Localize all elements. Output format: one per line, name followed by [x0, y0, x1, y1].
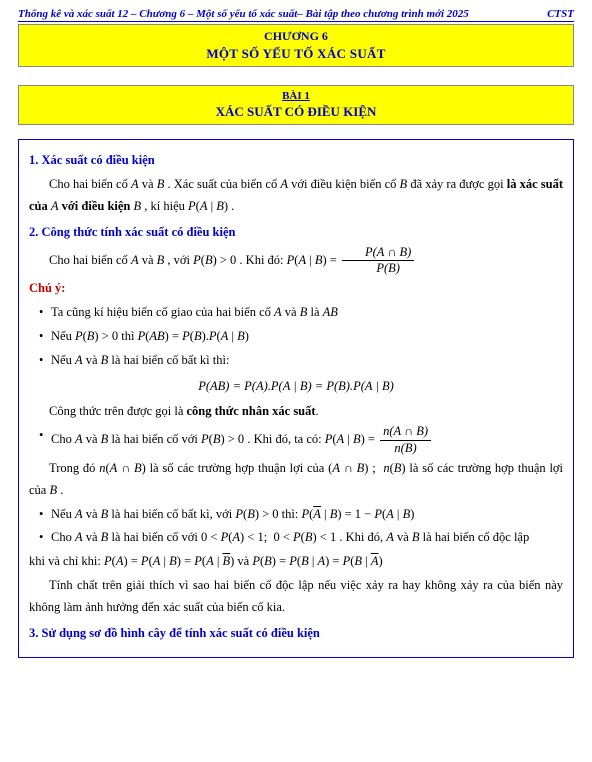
- page-header: Thống kê và xác suất 12 – Chương 6 – Một…: [18, 8, 574, 22]
- header-right: CTST: [547, 8, 574, 20]
- chapter-title: MỘT SỐ YẾU TỐ XÁC SUẤT: [19, 46, 573, 62]
- fraction-2: n(A ∩ B) n(B): [380, 425, 431, 456]
- chapter-number: CHƯƠNG 6: [19, 29, 573, 44]
- section-3-heading: 3. Sử dụng sơ đồ hình cây để tính xác su…: [29, 623, 563, 645]
- page-root: Thống kê và xác suất 12 – Chương 6 – Một…: [0, 0, 592, 678]
- independence-condition: khi và chỉ khi: P(A) = P(A | B) = P(A | …: [29, 551, 563, 573]
- bullet-4: Cho A và B là hai biến cố với P(B) > 0 .…: [29, 425, 563, 456]
- section-1-paragraph: Cho hai biến cố A và B . Xác suất của bi…: [29, 174, 563, 218]
- independence-explanation: Tính chất trên giải thích vì sao hai biế…: [29, 575, 563, 619]
- lesson-banner: BÀI 1 XÁC SUẤT CÓ ĐIỀU KIỆN: [18, 85, 574, 125]
- multiplication-rule-label: Công thức trên được gọi là công thức nhâ…: [29, 401, 563, 423]
- bullet-2: Nếu P(B) > 0 thì P(AB) = P(B).P(A | B): [29, 326, 563, 348]
- header-left: Thống kê và xác suất 12 – Chương 6 – Một…: [18, 8, 469, 20]
- lesson-title: XÁC SUẤT CÓ ĐIỀU KIỆN: [19, 104, 573, 120]
- bullet-1: Ta cũng kí hiệu biến cố giao của hai biế…: [29, 302, 563, 324]
- center-equation: P(AB) = P(A).P(A | B) = P(B).P(A | B): [29, 376, 563, 398]
- bullet-3: Nếu A và B là hai biến cố bất kì thì:: [29, 350, 563, 372]
- section-2-heading: 2. Công thức tính xác suất có điều kiện: [29, 222, 563, 244]
- bullet-6: Cho A và B là hai biến cố với 0 < P(A) <…: [29, 527, 563, 549]
- chapter-banner: CHƯƠNG 6 MỘT SỐ YẾU TỐ XÁC SUẤT: [18, 24, 574, 67]
- fraction: P(A ∩ B) P(B): [342, 246, 414, 277]
- section-2-formula: Cho hai biến cố A và B , với P(B) > 0 . …: [29, 246, 563, 277]
- note-label: Chú ý:: [29, 278, 563, 300]
- bullet-5: Nếu A và B là hai biến cố bất kì, với P(…: [29, 504, 563, 526]
- explanation-paragraph: Trong đó n(A ∩ B) là số các trường hợp t…: [29, 458, 563, 502]
- section-1-heading: 1. Xác suất có điều kiện: [29, 150, 563, 172]
- lesson-number: BÀI 1: [19, 90, 573, 102]
- content-box: 1. Xác suất có điều kiện Cho hai biến cố…: [18, 139, 574, 658]
